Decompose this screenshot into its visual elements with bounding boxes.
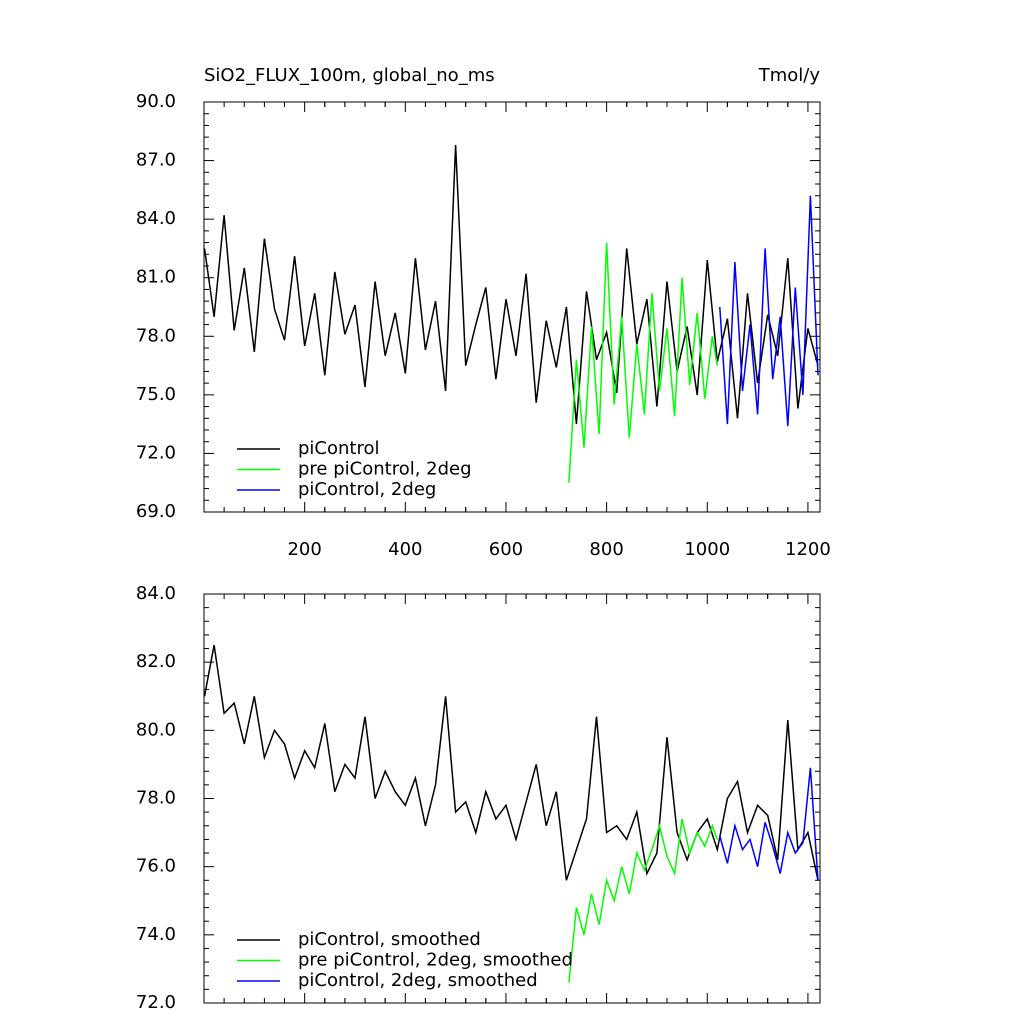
- series-line: [568, 818, 719, 983]
- y-tick-label: 78.0: [136, 325, 176, 346]
- series-line: [719, 767, 819, 881]
- series-line: [719, 195, 819, 427]
- units-label: Tmol/y: [758, 65, 821, 86]
- y-tick-label: 78.0: [136, 788, 176, 809]
- legend-label: pre piControl, 2deg, smoothed: [298, 950, 573, 971]
- legend-label: piControl, 2deg, smoothed: [298, 970, 538, 991]
- y-tick-label: 90.0: [136, 91, 176, 112]
- legend-label: piControl, 2deg: [298, 479, 436, 500]
- x-tick-label: 800: [589, 539, 623, 560]
- y-tick-label: 82.0: [136, 651, 176, 672]
- legend-label: piControl, smoothed: [298, 929, 481, 950]
- y-tick-label: 72.0: [136, 442, 176, 463]
- y-tick-label: 80.0: [136, 719, 176, 740]
- y-tick-label: 76.0: [136, 856, 176, 877]
- y-tick-label: 72.0: [136, 992, 176, 1013]
- y-tick-label: 75.0: [136, 384, 176, 405]
- x-tick-label: 600: [489, 539, 523, 560]
- legend-label: piControl: [298, 438, 380, 459]
- series-line: [203, 144, 819, 425]
- chart-title: SiO2_FLUX_100m, global_no_ms: [204, 65, 495, 86]
- x-tick-label: 1000: [684, 539, 730, 560]
- y-tick-label: 74.0: [136, 924, 176, 945]
- x-tick-label: 200: [287, 539, 321, 560]
- series-line: [568, 242, 719, 483]
- y-tick-label: 69.0: [136, 501, 176, 522]
- legend-label: pre piControl, 2deg: [298, 459, 472, 480]
- y-tick-label: 87.0: [136, 150, 176, 171]
- y-tick-label: 84.0: [136, 583, 176, 604]
- plot-frame: [203, 101, 821, 513]
- x-tick-label: 400: [388, 539, 422, 560]
- y-tick-label: 84.0: [136, 208, 176, 229]
- series-line: [203, 644, 819, 881]
- y-tick-label: 81.0: [136, 267, 176, 288]
- x-tick-label: 1200: [785, 539, 831, 560]
